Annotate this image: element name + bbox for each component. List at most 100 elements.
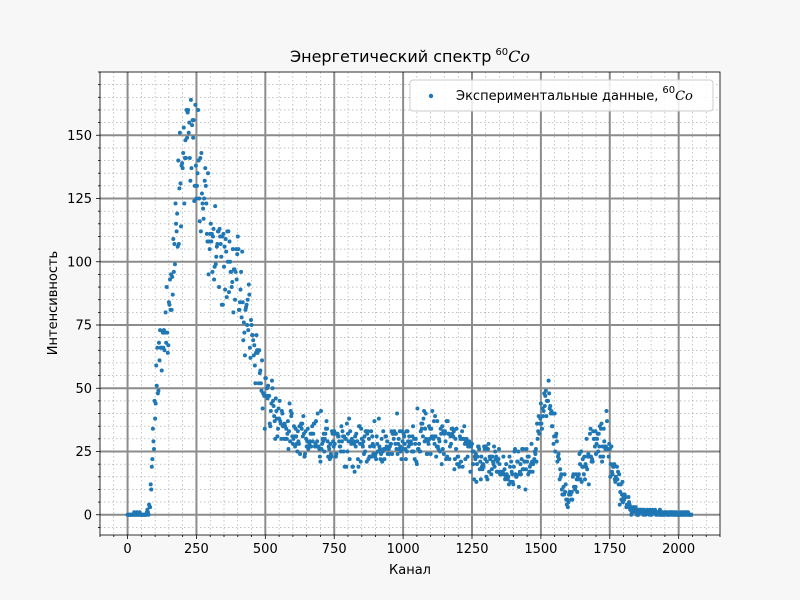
data-point bbox=[361, 439, 366, 444]
data-point bbox=[552, 411, 557, 416]
data-point bbox=[177, 130, 182, 135]
data-point bbox=[538, 401, 543, 406]
data-point bbox=[377, 446, 382, 451]
data-point bbox=[314, 419, 319, 424]
data-point bbox=[425, 452, 430, 457]
data-point bbox=[539, 426, 544, 431]
data-point bbox=[554, 439, 559, 444]
data-point bbox=[384, 434, 389, 439]
data-point bbox=[172, 262, 177, 267]
data-point bbox=[615, 477, 620, 482]
data-point bbox=[452, 467, 457, 472]
data-point bbox=[276, 426, 281, 431]
data-point bbox=[554, 431, 559, 436]
data-point bbox=[562, 472, 567, 477]
y-tick-label: 125 bbox=[67, 192, 92, 207]
data-point bbox=[474, 479, 479, 484]
data-point bbox=[285, 419, 290, 424]
data-point bbox=[174, 229, 179, 234]
data-point bbox=[287, 401, 292, 406]
data-point bbox=[322, 436, 327, 441]
data-point bbox=[558, 467, 563, 472]
data-point bbox=[501, 454, 506, 459]
data-point bbox=[153, 416, 158, 421]
data-point bbox=[385, 439, 390, 444]
data-point bbox=[242, 353, 247, 358]
data-point bbox=[454, 426, 459, 431]
data-point bbox=[363, 449, 368, 454]
data-point bbox=[353, 444, 358, 449]
data-point bbox=[486, 441, 491, 446]
data-point bbox=[166, 343, 171, 348]
data-point bbox=[595, 436, 600, 441]
data-point bbox=[518, 462, 523, 467]
y-tick-label: 100 bbox=[67, 255, 92, 270]
data-point bbox=[332, 441, 337, 446]
data-point bbox=[251, 338, 256, 343]
data-point bbox=[155, 345, 160, 350]
legend-label-isotope: Co bbox=[675, 89, 693, 104]
data-point bbox=[470, 441, 474, 446]
data-point bbox=[260, 406, 265, 411]
data-point bbox=[374, 457, 379, 462]
data-point bbox=[189, 166, 194, 171]
data-point bbox=[223, 236, 228, 241]
data-point bbox=[529, 441, 534, 446]
data-point bbox=[198, 156, 203, 161]
data-point bbox=[481, 464, 486, 469]
data-point bbox=[287, 429, 292, 434]
data-point bbox=[176, 242, 181, 247]
data-point bbox=[325, 439, 330, 444]
data-point bbox=[609, 444, 614, 449]
data-point bbox=[322, 449, 327, 454]
data-point bbox=[271, 398, 276, 403]
data-point bbox=[460, 429, 465, 434]
data-point bbox=[235, 252, 240, 257]
data-point bbox=[623, 495, 628, 500]
legend-marker bbox=[428, 93, 434, 99]
data-point bbox=[157, 358, 162, 363]
data-point bbox=[234, 277, 239, 282]
data-point bbox=[207, 247, 212, 252]
y-tick-label: 150 bbox=[67, 129, 92, 144]
data-point bbox=[581, 472, 586, 477]
data-point bbox=[533, 452, 538, 457]
data-point bbox=[347, 416, 352, 421]
data-point bbox=[339, 439, 344, 444]
data-point bbox=[391, 436, 396, 441]
data-point bbox=[188, 178, 193, 183]
data-point bbox=[252, 343, 257, 348]
data-point bbox=[271, 403, 276, 408]
data-point bbox=[599, 421, 604, 426]
data-point bbox=[181, 125, 186, 130]
data-point bbox=[224, 295, 229, 300]
data-point bbox=[176, 158, 181, 163]
data-point bbox=[541, 414, 546, 419]
data-point bbox=[270, 386, 275, 391]
data-point bbox=[238, 287, 243, 292]
data-point bbox=[153, 401, 158, 406]
data-point bbox=[250, 333, 255, 338]
data-point bbox=[165, 330, 170, 335]
data-point bbox=[345, 449, 350, 454]
data-point bbox=[576, 472, 581, 477]
data-point bbox=[224, 249, 229, 254]
data-point bbox=[214, 254, 219, 259]
data-point bbox=[187, 120, 192, 125]
data-point bbox=[319, 409, 323, 414]
data-point bbox=[199, 191, 204, 196]
data-point bbox=[267, 393, 272, 398]
data-point bbox=[566, 500, 571, 505]
data-point bbox=[286, 446, 291, 451]
data-point bbox=[233, 269, 238, 274]
data-point bbox=[543, 393, 548, 398]
data-point bbox=[443, 439, 448, 444]
data-point bbox=[428, 452, 433, 457]
data-point bbox=[180, 166, 185, 171]
legend-label-superscript: 60 bbox=[662, 85, 675, 96]
data-point bbox=[510, 472, 515, 477]
data-point bbox=[582, 477, 587, 482]
data-point bbox=[171, 269, 176, 274]
data-point bbox=[324, 419, 329, 424]
